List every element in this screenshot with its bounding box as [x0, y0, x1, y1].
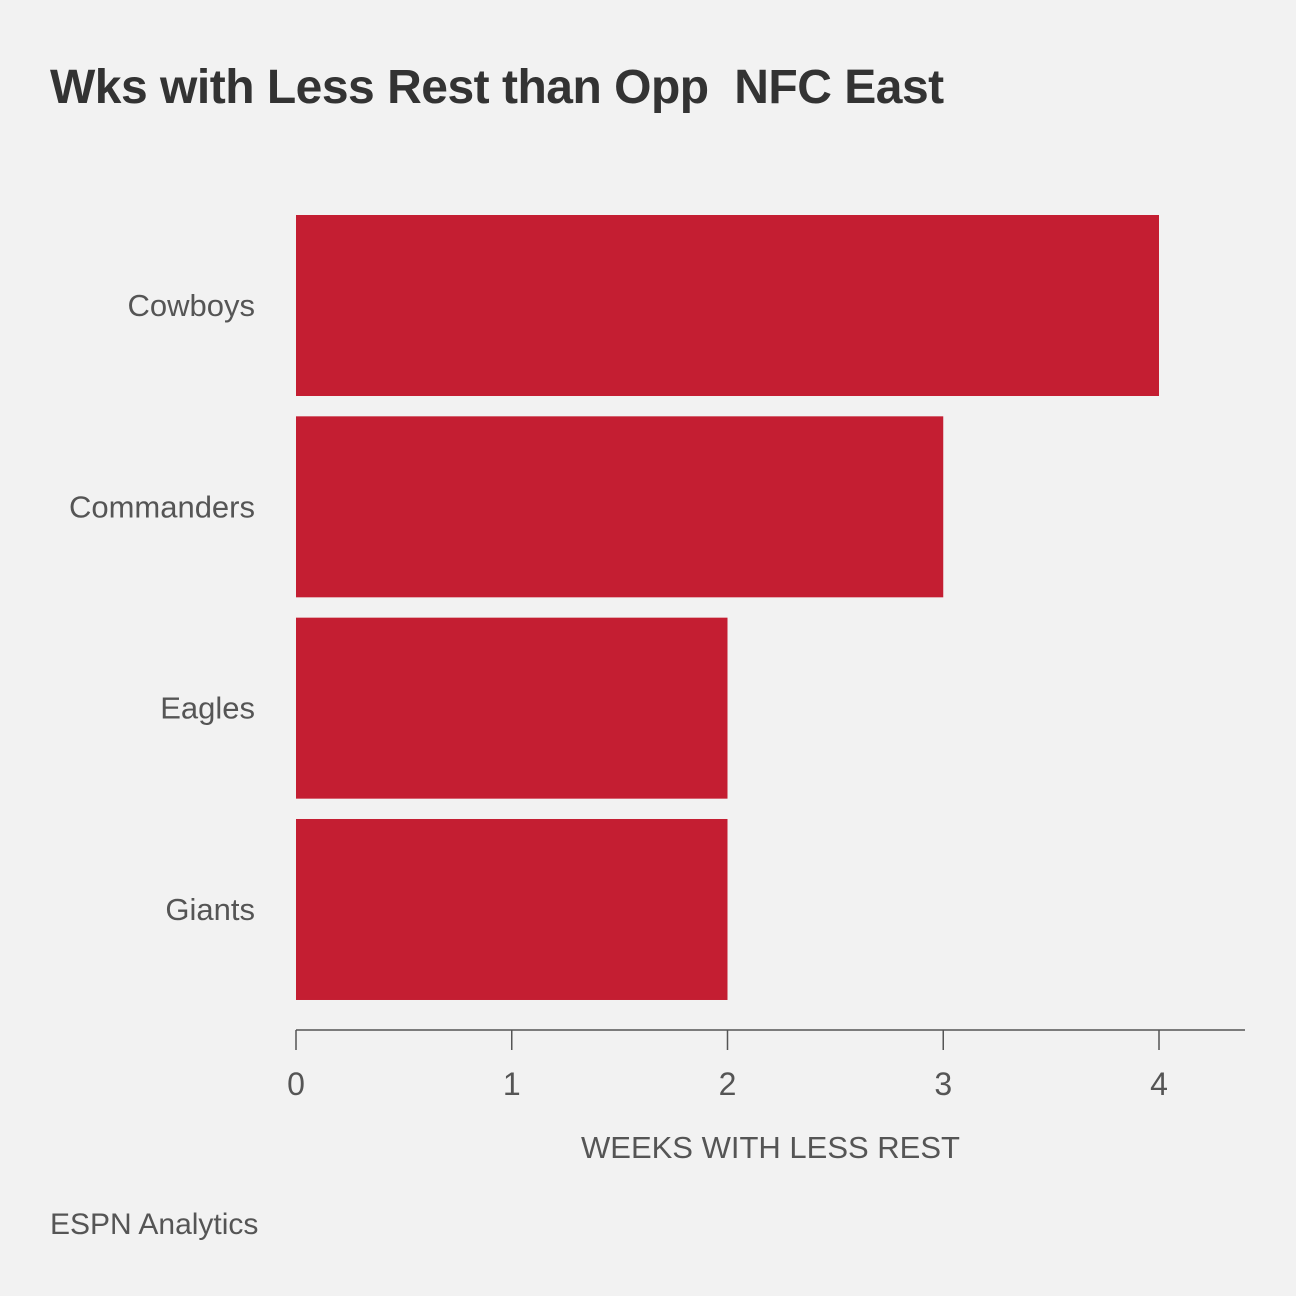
category-labels: Cowboys Commanders Eagles Giants: [69, 288, 255, 927]
bar-commanders: [296, 416, 944, 598]
x-tick-label-4: 4: [1150, 1066, 1168, 1102]
category-label-cowboys: Cowboys: [128, 288, 256, 323]
bar-cowboys: [296, 215, 1159, 396]
source-note: ESPN Analytics: [50, 1208, 259, 1241]
bar-eagles: [296, 617, 728, 799]
x-tick-label-1: 1: [503, 1066, 521, 1102]
bar-giants: [296, 818, 728, 1000]
x-tick-label-0: 0: [287, 1066, 305, 1102]
x-axis-title: WEEKS WITH LESS REST: [581, 1130, 960, 1165]
category-label-commanders: Commanders: [69, 489, 255, 524]
bars: [296, 215, 1159, 1000]
x-axis-ticks: 0 1 2 3 4: [287, 1030, 1168, 1102]
category-label-eagles: Eagles: [160, 691, 255, 726]
chart-title: Wks with Less Rest than Opp NFC East: [50, 61, 944, 114]
category-label-giants: Giants: [165, 892, 255, 927]
x-tick-label-3: 3: [934, 1066, 952, 1102]
x-tick-label-2: 2: [719, 1066, 737, 1102]
